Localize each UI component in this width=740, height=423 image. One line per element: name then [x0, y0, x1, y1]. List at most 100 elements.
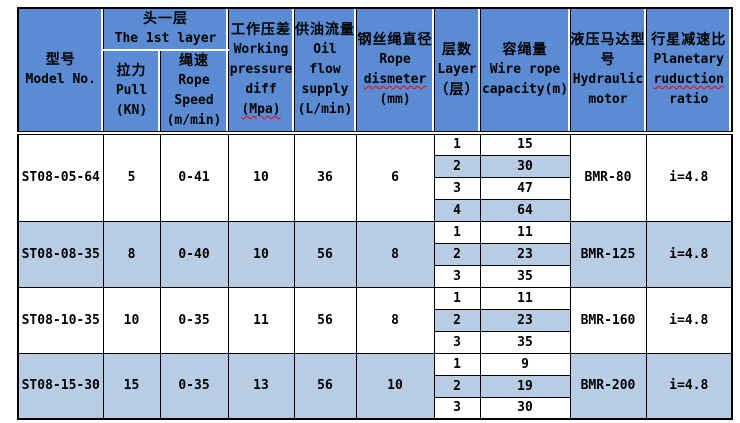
spec-table: 型号 Model No. 头一层 The 1st layer 工作压差 Work…	[17, 7, 733, 420]
header-layer: 层数 Layer （层）	[433, 7, 481, 135]
header-hydraulic-motor: 液压马达型号 Hydraulic motor	[569, 7, 647, 135]
header-pressure-en3: diff	[245, 82, 277, 97]
header-rope-diameter-zh: 钢丝绳直径	[357, 32, 433, 48]
header-pressure-zh: 工作压差	[231, 22, 291, 38]
layer-row: 2 23	[18, 242, 732, 266]
layer-row: 2 23	[18, 308, 732, 332]
pressure-diff-cell: 11	[227, 286, 295, 354]
header-first-layer-zh: 头一层	[143, 11, 188, 27]
oil-flow-cell: 36	[293, 132, 357, 222]
capacity-cell: 19	[479, 374, 571, 398]
rope-speed-cell: 0-41	[159, 132, 229, 222]
header-rope-speed-unit: (m/min)	[166, 113, 222, 128]
layer-cell: 1	[433, 220, 481, 244]
header-ratio-zh: 行星减速比	[651, 32, 727, 48]
ratio-cell: i=4.8	[645, 352, 733, 420]
header-wire-rope-capacity: 容绳量 Wire rope capacity(m)	[479, 7, 571, 135]
header-rope-speed-en2: Speed	[174, 93, 214, 108]
table-body: ST08-05-64 5 0-41 10 36 6 1 15 BMR-80 i=…	[17, 132, 733, 420]
header-model: 型号 Model No.	[17, 7, 104, 135]
rope-speed-cell: 0-35	[159, 352, 229, 420]
rope-diameter-cell: 8	[355, 286, 435, 354]
header-oil-flow-zh: 供油流量	[295, 22, 355, 38]
header-working-pressure-diff: 工作压差 Working pressure diff (Mpa)	[227, 7, 295, 135]
motor-cell: BMR-160	[569, 286, 647, 354]
capacity-cell: 30	[479, 396, 571, 420]
capacity-cell: 9	[479, 352, 571, 376]
header-rope-speed: 绳速 Rope Speed (m/min)	[159, 49, 229, 135]
header-rope-diameter-unit: (mm)	[379, 92, 411, 107]
header-oil-flow-unit: (L/min)	[297, 102, 353, 117]
layer-cell: 4	[433, 198, 481, 222]
layer-cell: 1	[433, 132, 481, 156]
header-first-layer: 头一层 The 1st layer	[102, 7, 229, 51]
header-first-layer-en: The 1st layer	[114, 31, 217, 46]
header-rope-speed-en1: Rope	[178, 73, 210, 88]
header-rope-diameter: 钢丝绳直径 Rope dismeter (mm)	[355, 7, 435, 135]
rope-diameter-cell: 6	[355, 132, 435, 222]
header-ratio-en1: Planetary	[653, 52, 724, 67]
motor-cell: BMR-200	[569, 352, 647, 420]
layer-cell: 2	[433, 154, 481, 178]
oil-flow-cell: 56	[293, 286, 357, 354]
capacity-cell: 35	[479, 264, 571, 288]
capacity-cell: 23	[479, 242, 571, 266]
layer-cell: 1	[433, 352, 481, 376]
capacity-cell: 64	[479, 198, 571, 222]
capacity-cell: 11	[479, 286, 571, 310]
layer-cell: 2	[433, 374, 481, 398]
header-model-en: Model No.	[25, 72, 96, 87]
layer-cell: 3	[433, 396, 481, 420]
header-layer-zh: 层数	[442, 42, 472, 58]
pull-cell: 8	[102, 220, 161, 288]
header-motor-en1: Hydraulic	[572, 72, 644, 87]
capacity-cell: 35	[479, 330, 571, 354]
layer-cell: 3	[433, 176, 481, 200]
header-pressure-unit: (Mpa)	[241, 102, 281, 117]
layer-cell: 3	[433, 330, 481, 354]
layer-cell: 2	[433, 242, 481, 266]
header-layer-en: Layer	[437, 62, 477, 77]
row-group-3: ST08-10-35 10 0-35 11 56 8 1 11 BMR-160 …	[17, 286, 733, 354]
header-pressure-en1: Working	[233, 42, 289, 57]
layer-row: 3 35	[18, 330, 732, 354]
layer-row: 3 30	[18, 396, 732, 420]
table-header: 型号 Model No. 头一层 The 1st layer 工作压差 Work…	[17, 7, 733, 135]
capacity-cell: 11	[479, 220, 571, 244]
header-pull-en: Pull	[115, 83, 148, 98]
capacity-cell: 15	[479, 132, 571, 156]
header-motor-en2: motor	[588, 92, 628, 107]
header-oil-flow-en2: supply	[301, 82, 349, 97]
oil-flow-cell: 56	[293, 352, 357, 420]
header-oil-flow-en1: Oil flow	[309, 42, 341, 77]
header-pull: 拉力 Pull (KN)	[102, 49, 161, 135]
header-rope-diameter-en1: Rope	[379, 52, 411, 67]
header-capacity-zh: 容绳量	[502, 42, 548, 58]
ratio-cell: i=4.8	[645, 132, 733, 222]
rope-speed-cell: 0-35	[159, 286, 229, 354]
row-group-1: ST08-05-64 5 0-41 10 36 6 1 15 BMR-80 i=…	[17, 132, 733, 222]
header-capacity-en1: Wire rope	[489, 62, 561, 77]
header-oil-flow-supply: 供油流量 Oil flow supply (L/min)	[293, 7, 357, 135]
layer-row: 2 30	[18, 154, 732, 178]
header-pull-unit: (KN)	[115, 103, 148, 118]
model-cell: ST08-08-35	[17, 220, 104, 288]
model-cell: ST08-10-35	[17, 286, 104, 354]
row-group-4: ST08-15-30 15 0-35 13 56 10 1 9 BMR-200 …	[17, 352, 733, 420]
pressure-diff-cell: 10	[227, 220, 295, 288]
rope-diameter-cell: 8	[355, 220, 435, 288]
header-planetary-reduction-ratio: 行星减速比 Planetary ruduction ratio	[645, 7, 733, 135]
pull-cell: 5	[102, 132, 161, 222]
ratio-cell: i=4.8	[645, 286, 733, 354]
header-layer-unit: （层）	[434, 82, 480, 98]
header-model-zh: 型号	[45, 52, 76, 68]
layer-cell: 3	[433, 264, 481, 288]
oil-flow-cell: 56	[293, 220, 357, 288]
row-group-2: ST08-08-35 8 0-40 10 56 8 1 11 BMR-125 i…	[17, 220, 733, 288]
pull-cell: 15	[102, 352, 161, 420]
layer-row: 2 19	[18, 374, 732, 398]
header-rope-speed-zh: 绳速	[179, 53, 209, 69]
pressure-diff-cell: 10	[227, 132, 295, 222]
pull-cell: 10	[102, 286, 161, 354]
motor-cell: BMR-125	[569, 220, 647, 288]
